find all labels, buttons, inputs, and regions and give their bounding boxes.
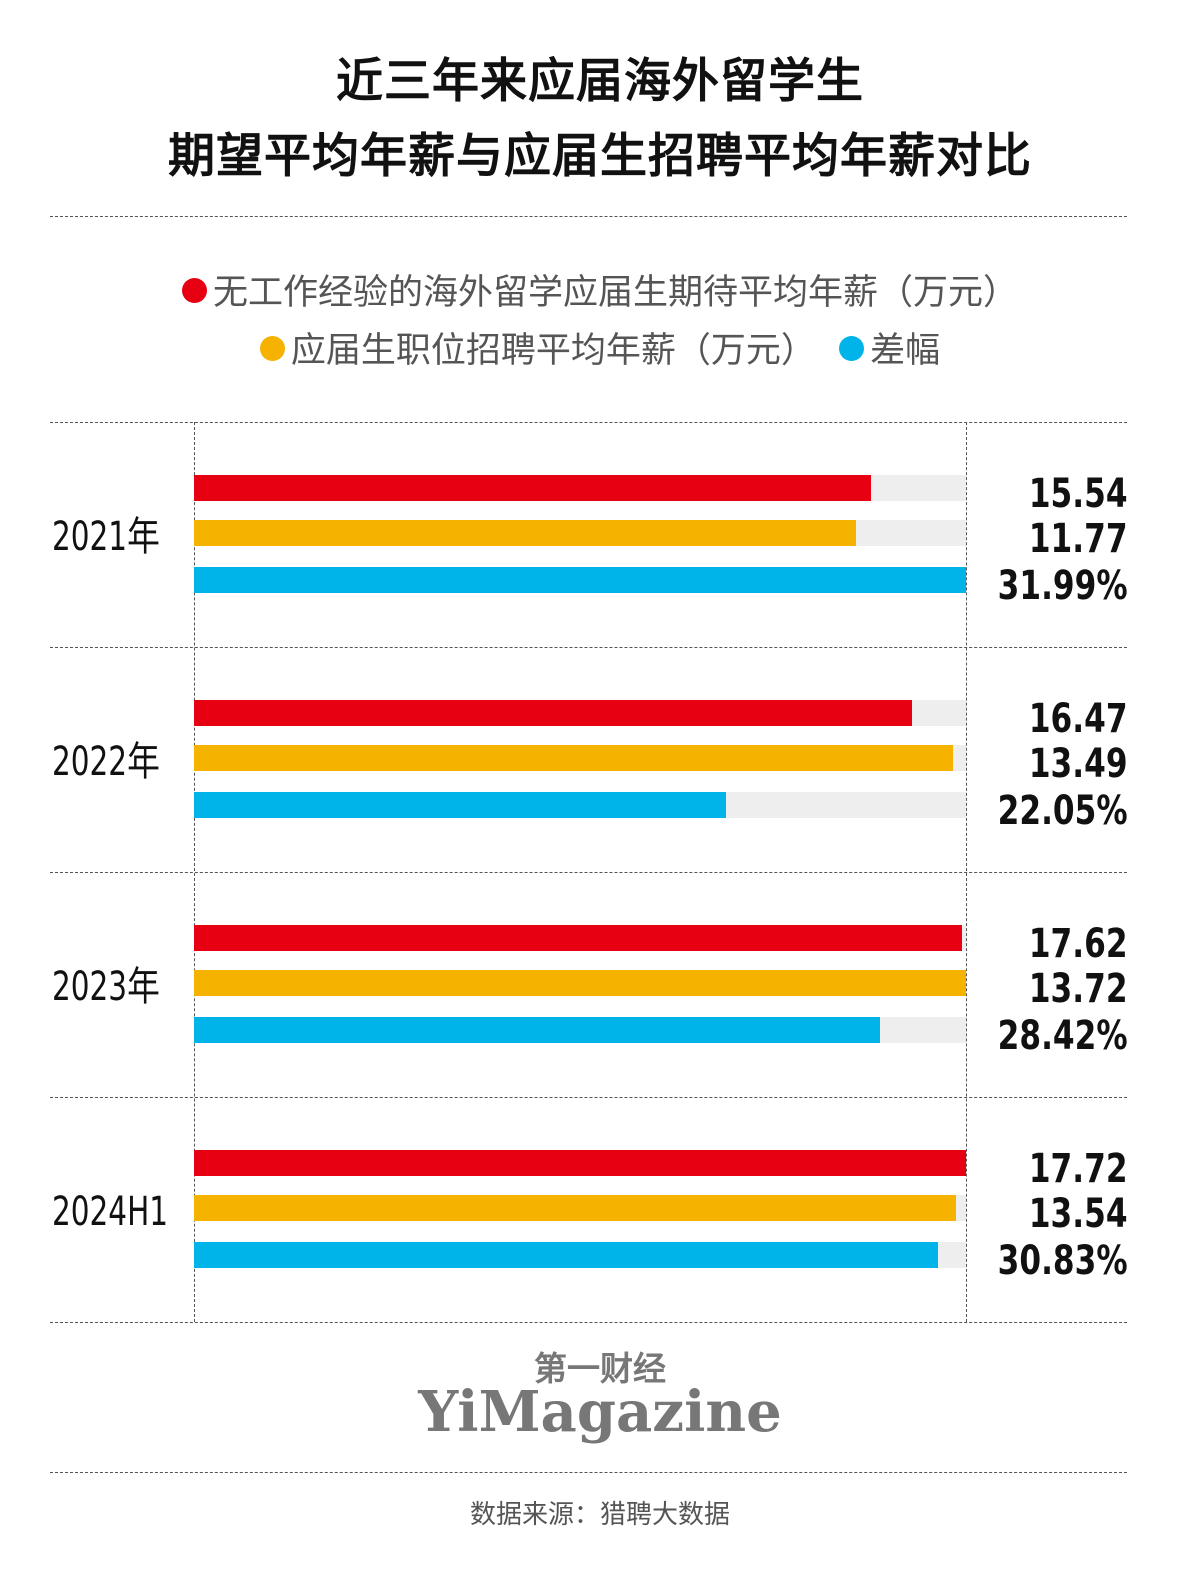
data-label: 30.83% [998, 1238, 1128, 1284]
data-label: 15.54 [1029, 471, 1128, 517]
logo-text-cn: 第一财经 [534, 1349, 666, 1388]
legend-dot-blue [839, 335, 865, 361]
bar-track [194, 475, 966, 501]
chart-title-line-1: 近三年来应届海外留学生 [336, 54, 864, 109]
bar-track [194, 1150, 966, 1176]
data-label: 17.72 [1029, 1146, 1128, 1192]
bar-track [194, 567, 966, 593]
legend-row-1: 无工作经验的海外留学应届生期待平均年薪（万元） [0, 276, 1200, 311]
category-label: 2022年 [52, 739, 160, 785]
bar-track [194, 970, 966, 996]
bar-gap [194, 1017, 880, 1043]
group-divider [50, 422, 1127, 423]
bar-expected [194, 700, 912, 726]
bar-recruit [194, 970, 966, 996]
bar-track [194, 1017, 966, 1043]
divider [50, 216, 1127, 217]
data-label: 22.05% [998, 788, 1128, 834]
legend-item-expected: 无工作经验的海外留学应届生期待平均年薪（万元） [181, 273, 1018, 313]
bar-track [194, 792, 966, 818]
chart-title-line-2: 期望平均年薪与应届生招聘平均年薪对比 [168, 129, 1032, 184]
group-divider [50, 1097, 1127, 1098]
bar-track [194, 745, 966, 771]
data-label: 28.42% [998, 1013, 1128, 1059]
legend-item-gap: 差幅 [839, 334, 940, 369]
logo-text-en: YiMagazine [418, 1379, 782, 1445]
data-label: 16.47 [1029, 696, 1128, 742]
legend-item-recruit: 应届生职位招聘平均年薪（万元） [259, 331, 816, 371]
bar-expected [194, 925, 962, 951]
group-divider [50, 872, 1127, 873]
source-note: 数据来源：猎聘大数据 [469, 1500, 730, 1530]
data-label: 13.72 [1029, 966, 1128, 1012]
data-label: 11.77 [1029, 516, 1128, 562]
group-divider [50, 647, 1127, 648]
bar-recruit [194, 745, 953, 771]
bar-expected [194, 1150, 966, 1176]
track-boundary [194, 422, 195, 1322]
divider [50, 1472, 1127, 1473]
data-label: 13.49 [1029, 741, 1128, 787]
data-label: 31.99% [998, 563, 1128, 609]
bar-track [194, 1242, 966, 1268]
track-boundary [966, 422, 967, 1322]
category-label: 2021年 [52, 514, 160, 560]
legend-row-2: 应届生职位招聘平均年薪（万元） 差幅 [0, 334, 1200, 369]
bar-track [194, 700, 966, 726]
legend-label: 应届生职位招聘平均年薪（万元） [290, 331, 816, 371]
bar-track [194, 925, 966, 951]
legend-dot-red [181, 277, 207, 303]
legend-label: 差幅 [870, 331, 941, 371]
group-divider [50, 1322, 1127, 1323]
category-label: 2024H1 [52, 1189, 169, 1235]
bar-expected [194, 475, 871, 501]
bar-gap [194, 792, 726, 818]
bar-recruit [194, 1195, 956, 1221]
data-label: 13.54 [1029, 1191, 1128, 1237]
category-label: 2023年 [52, 964, 160, 1010]
legend-dot-yellow [259, 335, 285, 361]
bar-track [194, 1195, 966, 1221]
bar-gap [194, 1242, 938, 1268]
bar-track [194, 520, 966, 546]
legend-label: 无工作经验的海外留学应届生期待平均年薪（万元） [212, 273, 1018, 313]
data-label: 17.62 [1029, 921, 1128, 967]
bar-gap [194, 567, 966, 593]
bar-recruit [194, 520, 856, 546]
